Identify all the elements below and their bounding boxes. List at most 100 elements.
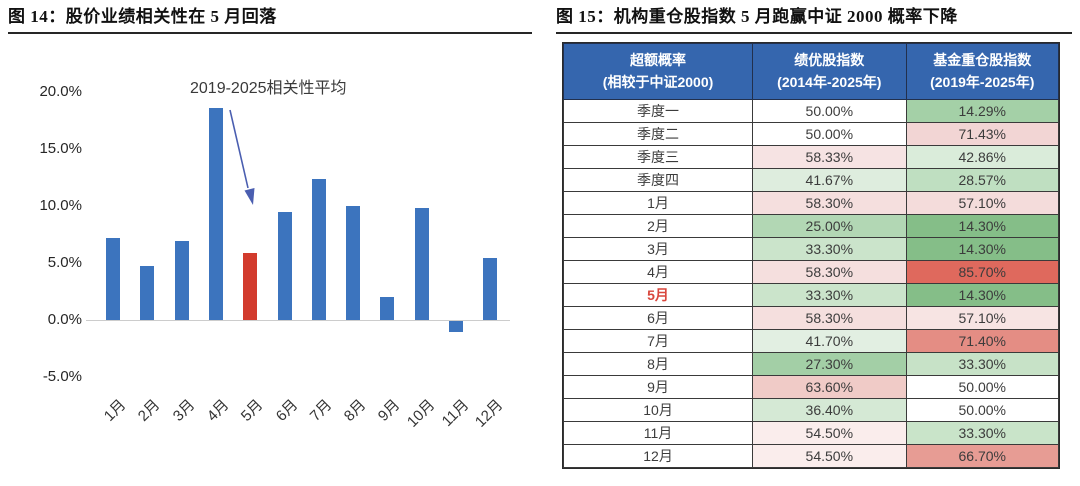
- row-label-cell: 12月: [562, 444, 754, 468]
- table-row: 3月 33.30% 14.30%: [562, 237, 1060, 261]
- prob-cell: 33.30%: [752, 237, 907, 261]
- ytick-label: -5.0%: [42, 368, 82, 385]
- prob-cell: 14.29%: [905, 99, 1060, 123]
- chart-bar: [414, 208, 429, 320]
- prob-cell: 14.30%: [905, 214, 1060, 238]
- prob-cell: 36.40%: [752, 398, 907, 422]
- row-label-cell: 季度一: [562, 99, 754, 123]
- header-line2: (相较于中证2000): [602, 73, 714, 90]
- table-body: 季度一 50.00% 14.29% 季度二 50.00% 71.43% 季度三 58.33% 4…: [562, 99, 1060, 468]
- row-label-cell: 4月: [562, 260, 754, 284]
- prob-cell: 66.70%: [905, 444, 1060, 468]
- header-line2: (2019年-2025年): [930, 73, 1035, 90]
- ytick-label: 5.0%: [47, 254, 82, 271]
- prob-cell: 27.30%: [752, 352, 907, 376]
- table-header-cell: 超额概率 (相较于中证2000): [562, 43, 754, 100]
- chart-bar: [380, 297, 395, 320]
- prob-cell: 50.00%: [752, 122, 907, 146]
- chart-bar: [208, 107, 223, 320]
- prob-cell: 42.86%: [905, 145, 1060, 169]
- prob-cell: 50.00%: [905, 375, 1060, 399]
- probability-table: 超额概率 (相较于中证2000) 绩优股指数 (2014年-2025年) 基金重仓股指数…: [562, 42, 1060, 469]
- annotation-arrow-icon: [229, 109, 255, 205]
- prob-cell: 58.30%: [752, 191, 907, 215]
- table-row: 1月 58.30% 57.10%: [562, 191, 1060, 215]
- row-label-cell: 季度三: [562, 145, 754, 169]
- chart-bar: [106, 237, 120, 320]
- prob-cell: 14.30%: [905, 283, 1060, 307]
- prob-cell: 58.30%: [752, 306, 907, 330]
- prob-cell: 85.70%: [905, 260, 1060, 284]
- figure15-title: 图 15：机构重仓股指数 5 月跑赢中证 2000 概率下降: [556, 6, 1072, 34]
- row-label-cell: 6月: [562, 306, 754, 330]
- prob-cell: 54.50%: [752, 421, 907, 445]
- table-row: 季度一 50.00% 14.29%: [562, 99, 1060, 123]
- prob-cell: 25.00%: [752, 214, 907, 238]
- prob-cell: 50.00%: [752, 99, 907, 123]
- chart-bar: [311, 178, 326, 320]
- header-line2: (2014年-2025年): [777, 73, 882, 90]
- row-label-cell: 10月: [562, 398, 754, 422]
- row-label-cell: 季度二: [562, 122, 754, 146]
- table-row: 4月 58.30% 85.70%: [562, 260, 1060, 284]
- row-label-cell: 7月: [562, 329, 754, 353]
- table-row: 11月 54.50% 33.30%: [562, 421, 1060, 445]
- table-header-cell: 绩优股指数 (2014年-2025年): [752, 43, 907, 100]
- table-row: 10月 36.40% 50.00%: [562, 398, 1060, 422]
- table-row: 8月 27.30% 33.30%: [562, 352, 1060, 376]
- chart-bar: [346, 206, 361, 320]
- row-label-cell: 1月: [562, 191, 754, 215]
- prob-cell: 41.67%: [752, 168, 907, 192]
- zero-axis-line: [86, 320, 510, 321]
- table-row: 9月 63.60% 50.00%: [562, 375, 1060, 399]
- row-label-cell: 3月: [562, 237, 754, 261]
- table-row: 2月 25.00% 14.30%: [562, 214, 1060, 238]
- figure14-title: 图 14：股价业绩相关性在 5 月回落: [8, 6, 532, 34]
- prob-cell: 58.30%: [752, 260, 907, 284]
- chart-bar: [140, 266, 155, 320]
- prob-cell: 50.00%: [905, 398, 1060, 422]
- prob-cell: 63.60%: [752, 375, 907, 399]
- prob-cell: 58.33%: [752, 145, 907, 169]
- ytick-label: 15.0%: [39, 140, 82, 157]
- row-label-cell: 2月: [562, 214, 754, 238]
- ytick-label: 0.0%: [47, 311, 82, 328]
- chart-bar: [483, 258, 498, 320]
- ytick-label: 20.0%: [39, 83, 82, 100]
- prob-cell: 57.10%: [905, 191, 1060, 215]
- table-row: 季度二 50.00% 71.43%: [562, 122, 1060, 146]
- ytick-label: 10.0%: [39, 197, 82, 214]
- prob-cell: 41.70%: [752, 329, 907, 353]
- annotation-label: 2019-2025相关性平均: [190, 80, 347, 97]
- row-label-cell: 5月: [562, 283, 754, 307]
- row-label-cell: 9月: [562, 375, 754, 399]
- header-line1: 超额概率: [630, 51, 687, 68]
- table-row: 6月 58.30% 57.10%: [562, 306, 1060, 330]
- prob-cell: 71.43%: [905, 122, 1060, 146]
- prob-cell: 71.40%: [905, 329, 1060, 353]
- prob-cell: 33.30%: [752, 283, 907, 307]
- prob-cell: 33.30%: [905, 421, 1060, 445]
- prob-cell: 57.10%: [905, 306, 1060, 330]
- row-label-cell: 季度四: [562, 168, 754, 192]
- table-header: 超额概率 (相较于中证2000) 绩优股指数 (2014年-2025年) 基金重仓股指数…: [562, 43, 1060, 100]
- header-line1: 基金重仓股指数: [933, 51, 1032, 68]
- prob-cell: 14.30%: [905, 237, 1060, 261]
- table-row: 季度四 41.67% 28.57%: [562, 168, 1060, 192]
- prob-cell: 33.30%: [905, 352, 1060, 376]
- prob-cell: 28.57%: [905, 168, 1060, 192]
- table-row: 5月 33.30% 14.30%: [562, 283, 1060, 307]
- table-row: 7月 41.70% 71.40%: [562, 329, 1060, 353]
- correlation-bar-chart: 2019-2025相关性平均 20.0% 15.0% 10.0% 5.0% 0.0% -5…: [0, 40, 545, 478]
- table-header-cell: 基金重仓股指数 (2019年-2025年): [905, 43, 1060, 100]
- prob-cell: 54.50%: [752, 444, 907, 468]
- chart-bar: [449, 321, 463, 333]
- header-line1: 绩优股指数: [794, 51, 865, 68]
- table-row: 季度三 58.33% 42.86%: [562, 145, 1060, 169]
- row-label-cell: 11月: [562, 421, 754, 445]
- chart-bar-highlighted: [243, 252, 258, 320]
- chart-bar: [277, 211, 292, 320]
- table-row: 12月 54.50% 66.70%: [562, 444, 1060, 468]
- chart-bar: [174, 241, 189, 320]
- row-label-cell: 8月: [562, 352, 754, 376]
